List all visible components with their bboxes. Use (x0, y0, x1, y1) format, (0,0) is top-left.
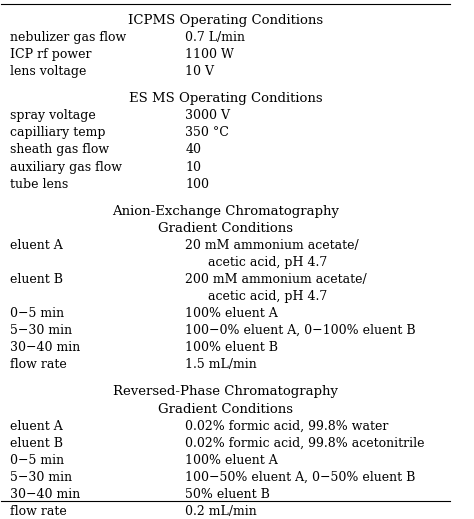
Text: 5−30 min: 5−30 min (10, 471, 73, 484)
Text: sheath gas flow: sheath gas flow (10, 143, 109, 156)
Text: nebulizer gas flow: nebulizer gas flow (10, 31, 127, 44)
Text: flow rate: flow rate (10, 505, 67, 518)
Text: 5−30 min: 5−30 min (10, 324, 73, 337)
Text: 10: 10 (185, 160, 201, 173)
Text: flow rate: flow rate (10, 358, 67, 371)
Text: eluent A: eluent A (10, 419, 63, 432)
Text: 100−50% eluent A, 0−50% eluent B: 100−50% eluent A, 0−50% eluent B (185, 471, 416, 484)
Text: eluent A: eluent A (10, 239, 63, 252)
Text: capilliary temp: capilliary temp (10, 127, 106, 140)
Text: auxiliary gas flow: auxiliary gas flow (10, 160, 122, 173)
Text: 10 V: 10 V (185, 65, 214, 78)
Text: 0−5 min: 0−5 min (10, 307, 64, 320)
Text: ICPMS Operating Conditions: ICPMS Operating Conditions (128, 14, 323, 27)
Text: eluent B: eluent B (10, 436, 64, 449)
Text: lens voltage: lens voltage (10, 65, 87, 78)
Text: 0−5 min: 0−5 min (10, 454, 64, 467)
Text: Reversed-Phase Chromatography: Reversed-Phase Chromatography (113, 386, 338, 399)
Text: 100% eluent B: 100% eluent B (185, 342, 278, 354)
Text: 350 °C: 350 °C (185, 127, 229, 140)
Text: 100% eluent A: 100% eluent A (185, 307, 278, 320)
Text: Gradient Conditions: Gradient Conditions (158, 403, 293, 416)
Text: Anion-Exchange Chromatography: Anion-Exchange Chromatography (112, 204, 339, 217)
Text: 100: 100 (185, 177, 209, 190)
Text: spray voltage: spray voltage (10, 110, 96, 122)
Text: acetic acid, pH 4.7: acetic acid, pH 4.7 (208, 290, 327, 303)
Text: 0.02% formic acid, 99.8% water: 0.02% formic acid, 99.8% water (185, 419, 389, 432)
Text: 20 mM ammonium acetate/: 20 mM ammonium acetate/ (185, 239, 359, 252)
Text: ES MS Operating Conditions: ES MS Operating Conditions (129, 92, 322, 105)
Text: ICP rf power: ICP rf power (10, 48, 92, 61)
Text: acetic acid, pH 4.7: acetic acid, pH 4.7 (208, 256, 327, 269)
Text: 50% eluent B: 50% eluent B (185, 488, 270, 501)
Text: 0.02% formic acid, 99.8% acetonitrile: 0.02% formic acid, 99.8% acetonitrile (185, 436, 425, 449)
Text: 100−0% eluent A, 0−100% eluent B: 100−0% eluent A, 0−100% eluent B (185, 324, 416, 337)
Text: 100% eluent A: 100% eluent A (185, 454, 278, 467)
Text: 1100 W: 1100 W (185, 48, 234, 61)
Text: tube lens: tube lens (10, 177, 69, 190)
Text: 1.5 mL/min: 1.5 mL/min (185, 358, 257, 371)
Text: 40: 40 (185, 143, 201, 156)
Text: 30−40 min: 30−40 min (10, 488, 81, 501)
Text: eluent B: eluent B (10, 273, 64, 286)
Text: 0.7 L/min: 0.7 L/min (185, 31, 245, 44)
Text: 200 mM ammonium acetate/: 200 mM ammonium acetate/ (185, 273, 367, 286)
Text: 0.2 mL/min: 0.2 mL/min (185, 505, 257, 518)
Text: Gradient Conditions: Gradient Conditions (158, 222, 293, 235)
Text: 30−40 min: 30−40 min (10, 342, 81, 354)
Text: 3000 V: 3000 V (185, 110, 230, 122)
